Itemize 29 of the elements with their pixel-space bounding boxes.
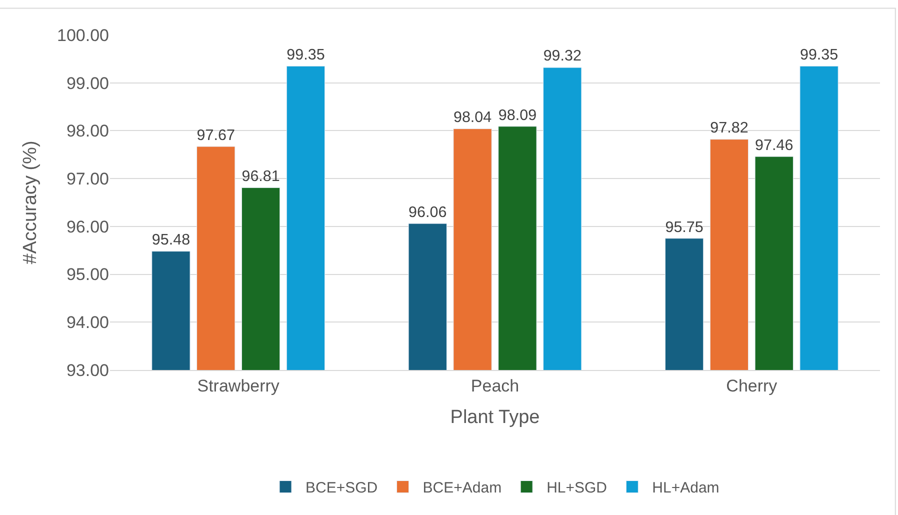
x-tick-label: Peach bbox=[470, 376, 520, 396]
data-label: 96.06 bbox=[408, 204, 447, 221]
x-tick-label: Strawberry bbox=[197, 376, 280, 396]
data-label: 99.32 bbox=[543, 48, 582, 65]
data-label: 98.09 bbox=[498, 106, 537, 124]
y-tick-label: 99.00 bbox=[66, 74, 109, 93]
y-tick-label: 94.00 bbox=[66, 313, 109, 332]
y-axis-title: #Accuracy (%) bbox=[20, 140, 41, 264]
x-tick-label: Cherry bbox=[726, 376, 778, 396]
y-tick-label: 96.00 bbox=[66, 217, 109, 236]
legend-label: HL+SGD bbox=[546, 480, 608, 497]
data-label: 98.04 bbox=[453, 109, 492, 126]
legend-label: HL+Adam bbox=[652, 480, 720, 497]
data-label: 95.48 bbox=[152, 232, 190, 249]
legend-label: BCE+SGD bbox=[306, 480, 378, 497]
y-tick-label: 97.00 bbox=[66, 170, 109, 189]
data-label: 96.81 bbox=[242, 168, 280, 186]
y-tick-label: 100.00 bbox=[57, 26, 109, 45]
data-label: 99.35 bbox=[800, 46, 838, 64]
data-label: 95.75 bbox=[665, 218, 704, 236]
data-label: 97.67 bbox=[196, 126, 235, 144]
y-tick-label: 95.00 bbox=[66, 265, 109, 284]
y-tick-label: 93.00 bbox=[66, 360, 109, 380]
data-label: 99.35 bbox=[286, 46, 325, 64]
y-tick-label: 98.00 bbox=[66, 122, 109, 141]
x-axis-title: Plant Type bbox=[450, 407, 540, 428]
data-label: 97.46 bbox=[755, 136, 794, 154]
legend-label: BCE+Adam bbox=[422, 480, 502, 497]
data-label: 97.82 bbox=[710, 120, 748, 137]
